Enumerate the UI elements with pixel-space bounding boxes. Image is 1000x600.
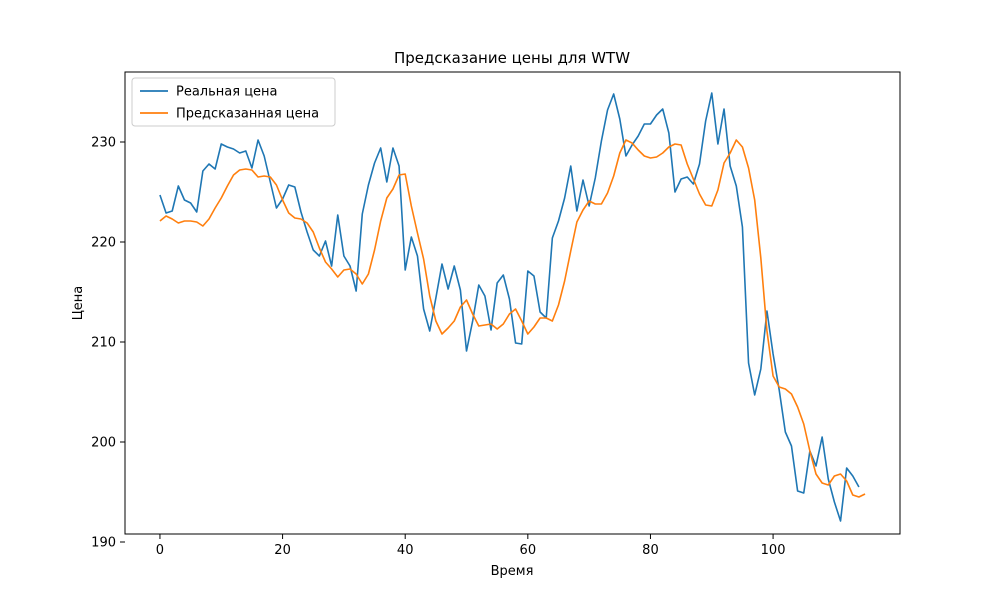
x-tick-label: 60: [520, 543, 537, 558]
x-axis-label: Время: [491, 564, 534, 579]
legend-box: [131, 77, 336, 127]
x-tick-label: 40: [397, 543, 414, 558]
x-axis-ticks: 0 20 40 60 80 100: [156, 534, 786, 558]
y-tick-label: 220: [91, 236, 116, 251]
series-line-1: [159, 139, 866, 498]
y-tick-label: 210: [91, 336, 116, 351]
plot-frame: [124, 71, 901, 535]
y-axis-ticks: 190 200 210 220 230: [91, 136, 125, 551]
legend-label-0: Реальная цена: [176, 85, 278, 100]
y-tick-label: 230: [91, 136, 116, 151]
y-tick-label: 200: [91, 436, 116, 451]
y-tick-label: 190: [91, 536, 116, 551]
y-axis-label: Цена: [71, 286, 86, 321]
x-tick-label: 100: [761, 543, 786, 558]
x-tick-label: 20: [274, 543, 291, 558]
x-tick-label: 0: [156, 543, 164, 558]
legend: Реальная цена Предсказанная цена: [131, 77, 336, 127]
legend-label-1: Предсказанная цена: [176, 107, 319, 122]
chart-title: Предсказание цены для WTW: [394, 49, 630, 67]
series-lines: [159, 92, 866, 522]
x-tick-label: 80: [642, 543, 659, 558]
series-line-0: [159, 92, 860, 522]
